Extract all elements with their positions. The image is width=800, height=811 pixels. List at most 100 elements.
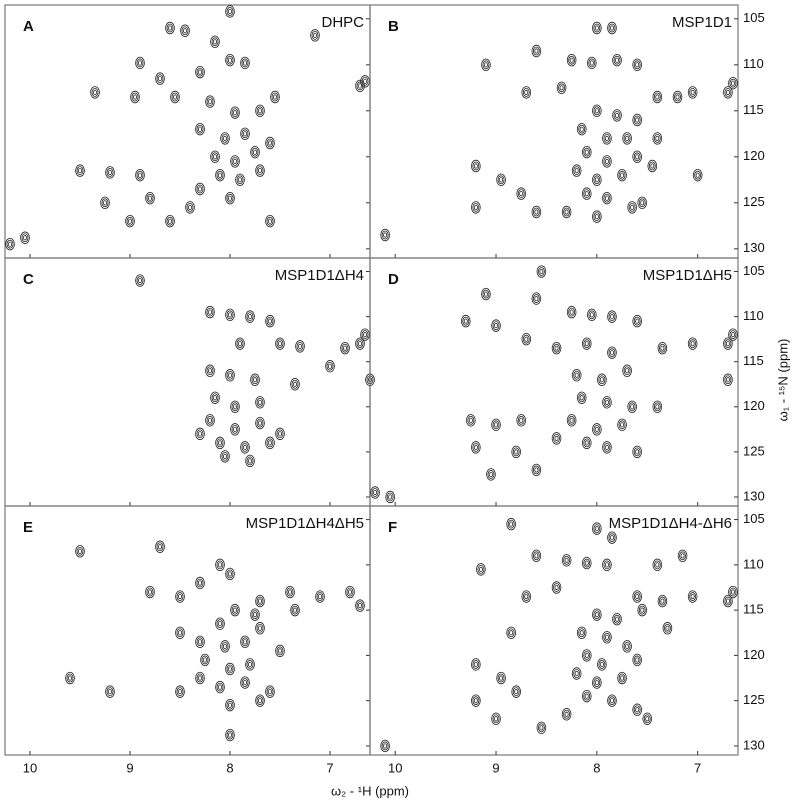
contour xyxy=(388,494,393,500)
contour xyxy=(145,191,155,205)
contour xyxy=(355,337,365,350)
contour xyxy=(357,83,362,89)
peak xyxy=(471,201,481,214)
contour xyxy=(724,596,732,606)
contour xyxy=(473,204,478,210)
contour xyxy=(230,106,240,119)
contour xyxy=(613,111,621,120)
contour xyxy=(664,623,671,633)
peak xyxy=(491,418,501,432)
peak xyxy=(551,341,562,355)
peak xyxy=(195,635,205,649)
contour xyxy=(466,414,476,427)
peak xyxy=(622,132,632,145)
contour xyxy=(146,587,154,597)
contour xyxy=(483,291,488,297)
contour xyxy=(588,310,596,320)
contour xyxy=(574,670,579,677)
contour xyxy=(494,716,499,722)
contour xyxy=(603,442,611,452)
peak xyxy=(632,113,642,127)
contour xyxy=(652,90,663,104)
contour xyxy=(145,585,155,599)
contour xyxy=(608,533,616,543)
contour xyxy=(633,705,641,715)
contour xyxy=(216,438,224,448)
peak xyxy=(677,549,688,563)
contour xyxy=(598,660,606,669)
contour xyxy=(604,562,609,568)
peak xyxy=(602,631,612,644)
contour xyxy=(210,35,220,49)
contour xyxy=(471,441,481,454)
contour xyxy=(195,182,205,196)
contour xyxy=(534,467,539,473)
contour xyxy=(633,316,641,326)
contour xyxy=(327,363,332,369)
contour xyxy=(240,56,250,70)
contour xyxy=(135,56,145,70)
contour xyxy=(90,86,100,99)
contour xyxy=(271,92,279,102)
peak xyxy=(225,54,235,67)
contour xyxy=(534,295,539,302)
contour xyxy=(255,416,265,430)
peak xyxy=(632,653,642,667)
contour xyxy=(225,54,235,67)
contour xyxy=(345,585,355,599)
contour xyxy=(108,169,113,176)
peak xyxy=(105,685,115,698)
panel: E MSP1D1ΔH4ΔH5 10 9 8 7 xyxy=(4,505,371,775)
peak xyxy=(496,173,506,187)
contour xyxy=(643,714,651,724)
contour xyxy=(267,318,272,324)
peak xyxy=(210,391,220,404)
contour xyxy=(482,60,490,70)
contour xyxy=(491,319,501,332)
y-tick-label: 130 xyxy=(743,737,765,752)
contour xyxy=(230,603,240,617)
peak xyxy=(471,658,481,671)
peak xyxy=(687,337,698,350)
contour xyxy=(216,170,224,180)
contour xyxy=(362,332,367,338)
contour xyxy=(633,592,641,601)
contour xyxy=(680,553,685,559)
contour xyxy=(574,372,579,378)
contour xyxy=(472,202,480,212)
y-tick-label: 110 xyxy=(743,556,764,571)
contour xyxy=(531,463,542,477)
peak xyxy=(566,305,577,319)
contour xyxy=(76,166,84,176)
contour xyxy=(532,551,540,561)
contour xyxy=(195,635,205,649)
contour xyxy=(603,397,611,407)
peak xyxy=(195,576,205,590)
peak xyxy=(290,378,300,391)
contour xyxy=(215,617,225,630)
peak xyxy=(632,150,642,164)
contour xyxy=(604,158,609,164)
contour xyxy=(126,216,134,226)
peak xyxy=(250,145,260,159)
contour xyxy=(609,25,614,31)
contour xyxy=(65,671,75,685)
contour xyxy=(602,155,612,168)
peak xyxy=(521,590,532,603)
contour xyxy=(225,728,235,742)
contour xyxy=(255,694,265,707)
peak xyxy=(220,450,230,463)
contour xyxy=(347,589,352,595)
peak xyxy=(225,308,235,322)
contour xyxy=(132,94,137,100)
peak xyxy=(255,594,265,608)
contour xyxy=(285,585,295,599)
contour xyxy=(317,593,322,600)
peak xyxy=(460,314,471,328)
peak xyxy=(65,671,75,685)
contour xyxy=(488,471,493,478)
contour xyxy=(147,195,152,201)
peak xyxy=(5,237,15,251)
contour xyxy=(617,418,627,432)
